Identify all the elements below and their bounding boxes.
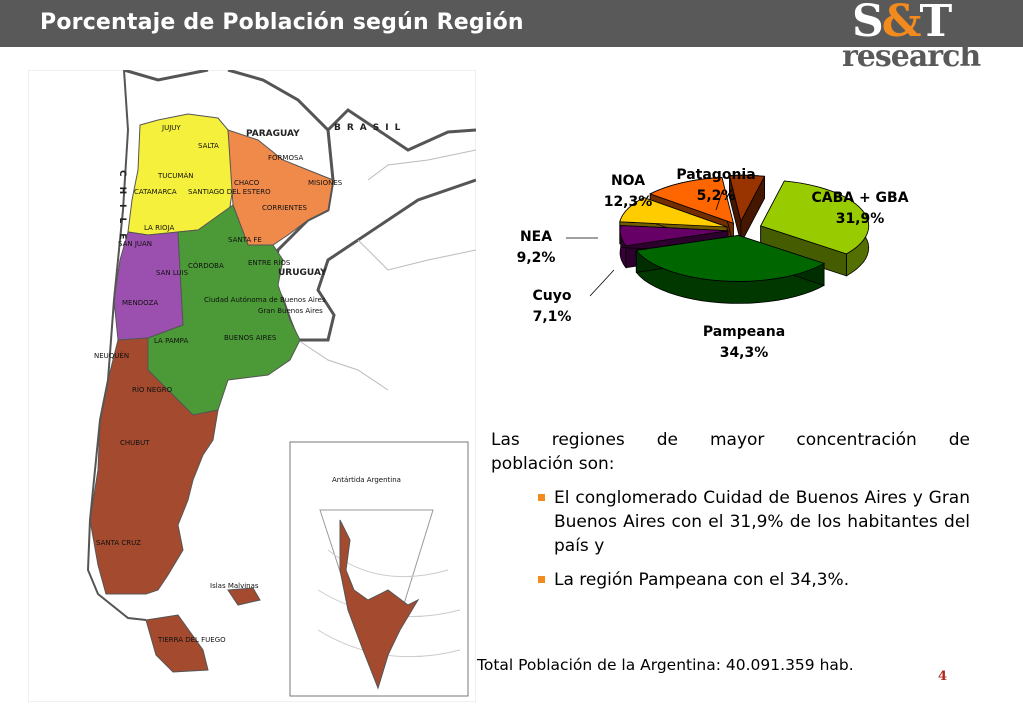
total-population: Total Población de la Argentina: 40.091.… [477,656,854,674]
pie-label-nea: NEA [520,229,552,245]
label-entre-rios: ENTRE RÍOS [248,258,291,267]
pie-slice-top [649,177,734,224]
pie-value-noa: 12,3% [604,194,653,210]
leader-line-patagonia [715,191,723,211]
label-buenos-aires: BUENOS AIRES [224,334,277,342]
pie-slice-top [619,225,729,247]
label-antartida: Antártida Argentina [332,476,401,484]
bullet-square-icon [538,576,545,583]
label-tucuman: TUCUMÁN [157,171,193,180]
label-rio-negro: RÍO NEGRO [132,385,173,394]
summary-text: Las regiones de mayor concentración de p… [491,428,970,602]
label-la-rioja: LA RIOJA [144,224,174,232]
bullet-text: El conglomerado Cuidad de Buenos Aires y… [554,488,970,556]
pie-slice-top [760,180,870,255]
pie-label-pampeana: Pampeana [703,324,785,340]
bullet-text: La región Pampeana con el 34,3%. [554,570,850,590]
label-mendoza: MENDOZA [122,299,158,307]
intro-line-1: Las regiones de mayor concentración de [491,430,970,450]
label-misiones: MISIONES [308,179,343,187]
intro-line-2: población son: [491,454,615,474]
pie-value-patagonia: 5,2% [697,188,736,204]
label-neuquen: NEUQUÉN [94,351,129,360]
pie-slice-caba-gba [760,180,870,277]
bullet-list: El conglomerado Cuidad de Buenos Aires y… [491,486,970,592]
label-san-juan: SAN JUAN [118,240,152,248]
pie-slice-top [728,174,766,223]
st-research-logo: S&T research [838,0,981,74]
chile-border [86,69,147,621]
label-formosa: FORMOSA [268,154,304,162]
label-jujuy: JUJUY [161,124,181,132]
label-gba: Gran Buenos Aires [258,307,323,315]
logo-mark: S&T [852,0,953,47]
page-title: Porcentaje de Población según Región [40,10,524,35]
label-san-luis: SAN LUIS [156,269,189,277]
pie-label-patagonia: Patagonia [676,167,755,183]
leader-line-cuyo [589,269,615,297]
label-cordoba: CÓRDOBA [188,261,224,270]
label-tierra-del-fuego: TIERRA DEL FUEGO [157,636,226,644]
pie-value-caba-gba: 31,9% [836,211,885,227]
intro-paragraph: Las regiones de mayor concentración de p… [491,428,970,476]
label-uruguay: URUGUAY [278,268,327,278]
pie-value-pampeana: 34,3% [720,345,769,361]
logo-letter-s: S [852,0,884,47]
list-item: El conglomerado Cuidad de Buenos Aires y… [538,486,970,558]
antarctic-sector [339,519,420,690]
label-la-pampa: LA PAMPA [154,337,188,345]
label-chile: CHILE [117,170,127,249]
pie-value-nea: 9,2% [517,250,556,266]
argentina-map: PARAGUAY BRASIL URUGUAY CHILE JUJUY SALT… [27,68,477,703]
label-islas-malvinas: Islas Malvinas [210,582,259,590]
label-santiago-del-estero: SANTIAGO DEL ESTERO [188,188,271,196]
pie-slice-patagonia [728,174,766,244]
label-paraguay: PARAGUAY [246,129,300,139]
header-bar: Porcentaje de Población según Región [0,0,1023,47]
label-caba: Ciudad Autónoma de Buenos Aires [204,296,326,304]
page-number: 4 [938,669,948,684]
label-santa-fe: SANTA FE [228,236,262,244]
argentina-map-svg: PARAGUAY BRASIL URUGUAY CHILE JUJUY SALT… [27,68,477,703]
region-tierra-del-fuego [145,614,209,673]
region-patagonia [89,337,219,595]
pie-chart-svg: CABA + GBA 31,9% Pampeana 34,3% Cuyo 7,1% NEA 9… [517,167,909,361]
population-pie-chart: CABA + GBA 31,9% Pampeana 34,3% Cuyo 7,1% NEA 9… [490,160,950,370]
label-chaco: CHACO [234,179,260,187]
pie-slice-top [619,197,728,228]
pie-slice-pampeana [635,234,826,304]
label-brasil: BRASIL [334,123,406,133]
pie-value-cuyo: 7,1% [533,309,572,325]
region-malvinas [227,587,261,606]
pie-label-noa: NOA [611,173,645,189]
label-catamarca: CATAMARCA [134,188,177,196]
label-corrientes: CORRIENTES [262,204,308,212]
bullet-square-icon [538,494,545,501]
label-chubut: CHUBUT [120,439,150,447]
logo-subtitle: research [842,39,981,74]
pie-slice-top [635,235,826,282]
logo-letter-t: T [919,0,953,47]
list-item: La región Pampeana con el 34,3%. [538,568,970,592]
label-santa-cruz: SANTA CRUZ [96,539,141,547]
label-salta: SALTA [198,142,219,150]
pie-label-cuyo: Cuyo [533,288,572,304]
neighbors-thin-lines [297,149,477,391]
logo-ampersand: & [881,0,922,47]
pie-label-caba-gba: CABA + GBA [811,190,908,206]
